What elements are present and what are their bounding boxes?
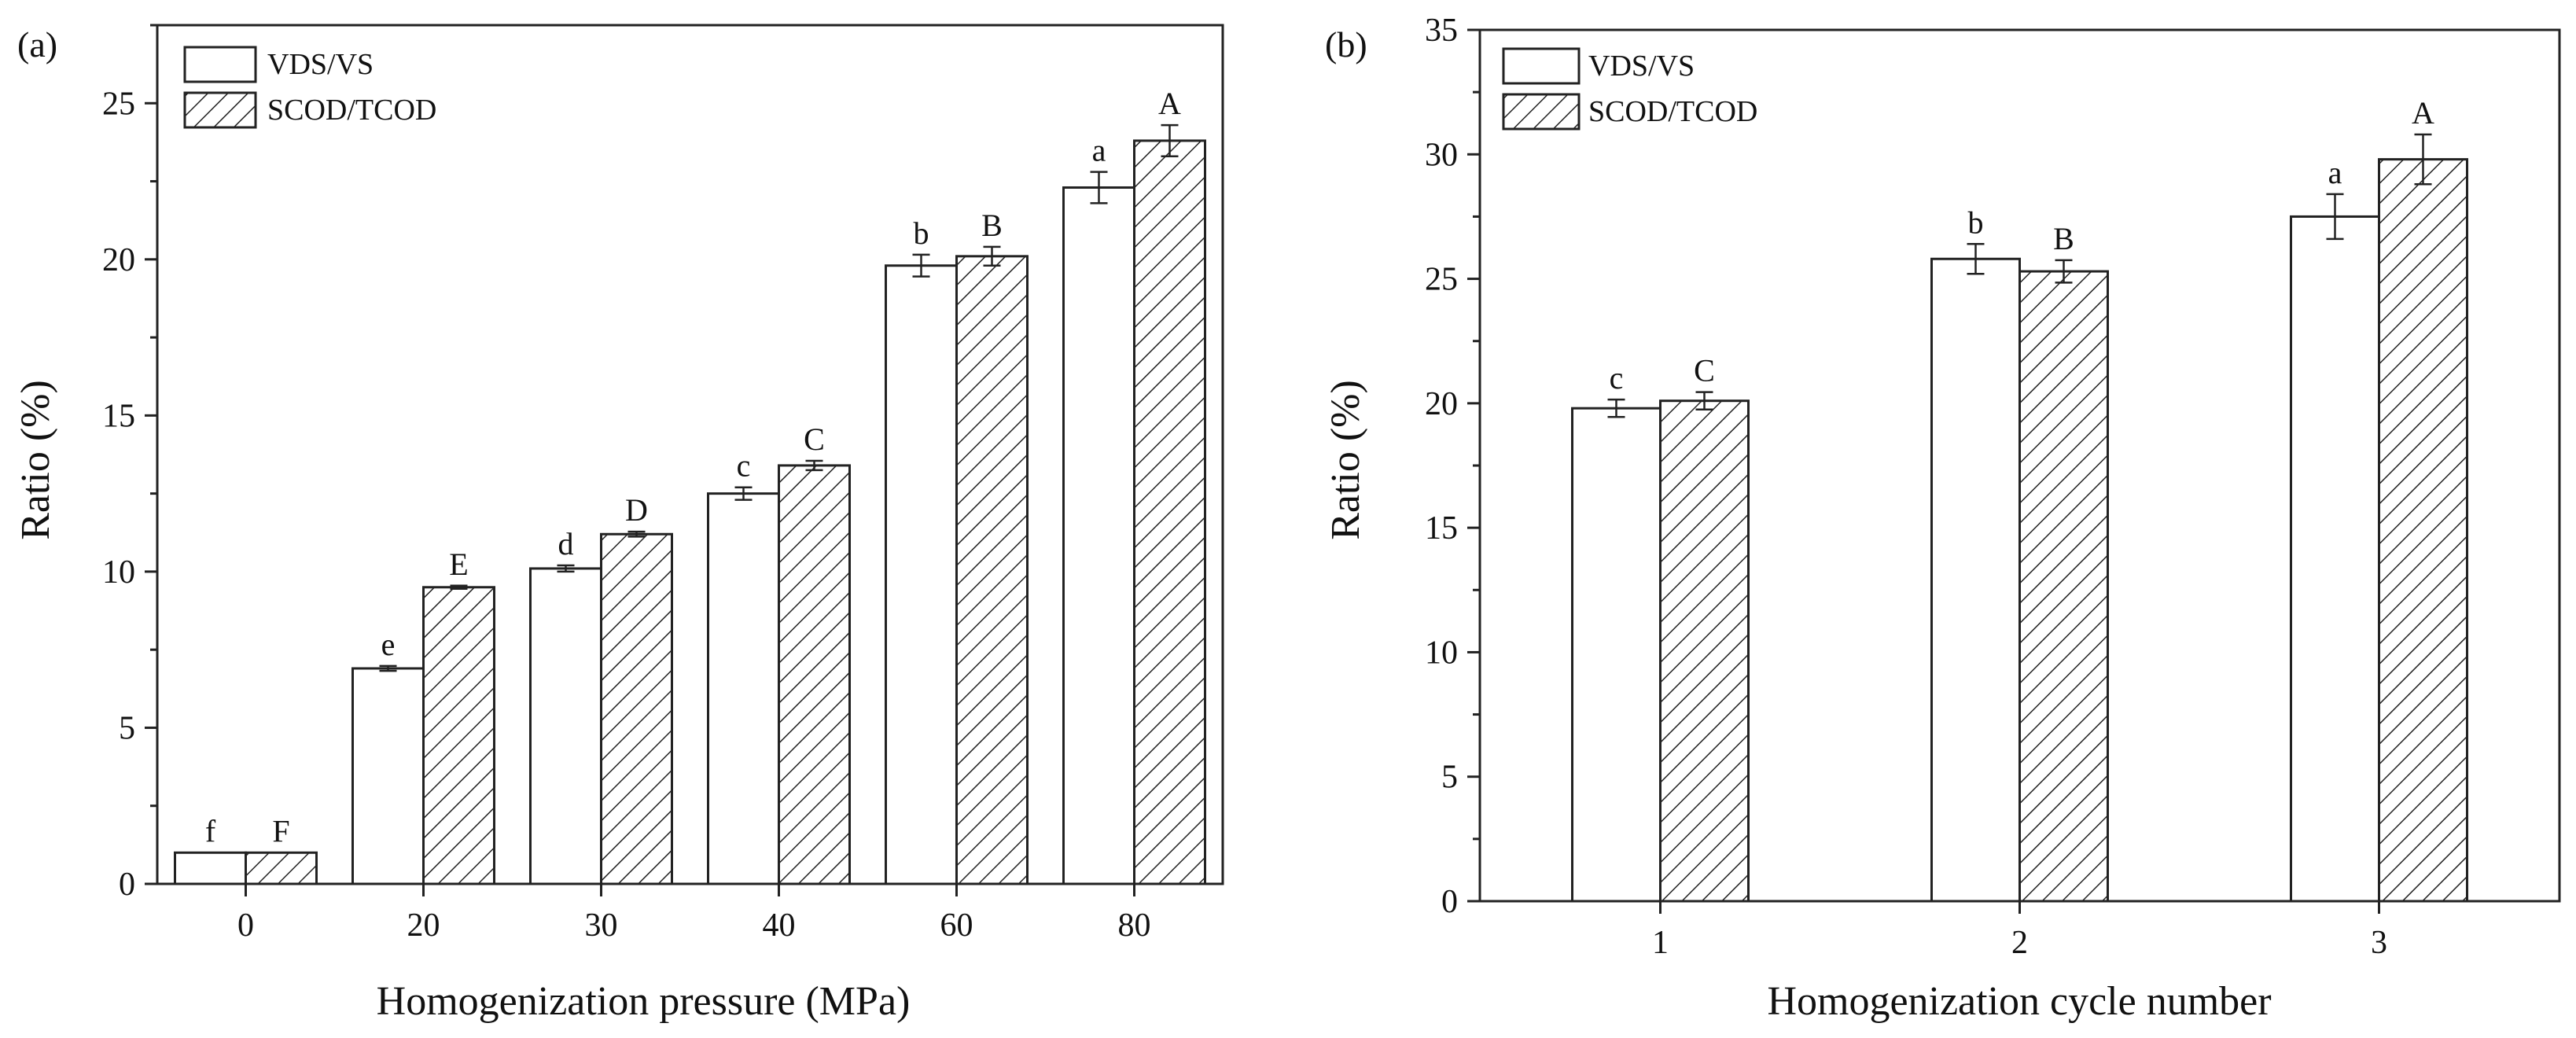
panel-b-bar-vds-vs [1571, 407, 1662, 903]
panel-a-legend-label: SCOD/TCOD [267, 94, 436, 127]
panel-a-plot-frame [156, 24, 1224, 885]
panel-a-legend-swatch-scod-tcod [183, 91, 257, 129]
panel-b-label: (b) [1325, 24, 1367, 64]
panel-a-significance-label: F [272, 813, 289, 848]
panel-a-significance-label: d [558, 526, 574, 561]
panel-a-y-tick-label: 10 [102, 554, 135, 591]
panel-a-plot: 0 5 10 15 20 25 0 f F 20 e E 30 d D 40 c C 60 b B 80 a A VDS/VS S… [102, 24, 1206, 944]
panel-b-x-tick-label: 2 [2011, 925, 2028, 961]
panel-b-y-tick-label: 30 [1425, 137, 1458, 173]
panel-a-significance-label: c [737, 448, 751, 484]
panel-b-legend-label: VDS/VS [1588, 50, 1695, 83]
panel-b-legend-swatch-vds-vs [1502, 47, 1581, 85]
panel-b-plot: 0 5 10 15 20 25 30 35 1 c C 2 b B 3 a A VDS/VS SCOD/TCOD [1425, 13, 2468, 961]
panel-b: (b) Ratio (%) Homogenization cycle numbe… [1323, 13, 2561, 1024]
panel-a-significance-label: e [381, 627, 396, 662]
panel-a-bar-vds-vs [1062, 186, 1135, 885]
panel-a-bar-scod-tcod [245, 851, 318, 885]
panel-a-significance-label: a [1092, 133, 1106, 168]
panel-a-bar-vds-vs [529, 567, 602, 885]
panel-a-x-tick-label: 0 [237, 907, 254, 944]
panel-b-significance-label: a [2328, 155, 2342, 190]
panel-a-significance-label: f [205, 813, 216, 848]
panel-b-bar-scod-tcod [1659, 399, 1750, 903]
panel-a-y-tick-label: 15 [102, 398, 135, 434]
panel-a-significance-label: D [625, 492, 648, 528]
panel-a-x-axis-title: Homogenization pressure (MPa) [377, 979, 911, 1024]
panel-b-x-axis-title: Homogenization cycle number [1767, 979, 2271, 1024]
panel-a-bar-scod-tcod [600, 532, 673, 885]
panel-b-significance-label: c [1610, 360, 1624, 396]
panel-a-y-axis-title: Ratio (%) [13, 380, 58, 540]
panel-a-bar-scod-tcod [955, 255, 1029, 885]
panel-b-significance-label: b [1968, 204, 1984, 240]
panel-b-x-tick-label: 1 [1652, 925, 1669, 961]
panel-a-x-tick-label: 40 [763, 907, 796, 944]
panel-a-x-tick-label: 80 [1118, 907, 1151, 944]
panel-a-significance-label: B [981, 208, 1003, 243]
panel-a-y-tick-label: 25 [102, 86, 135, 122]
panel-a-significance-label: C [804, 421, 825, 457]
panel-b-y-tick-label: 5 [1441, 760, 1458, 796]
panel-b-bar-scod-tcod [2018, 270, 2109, 903]
panel-a-significance-label: E [449, 547, 468, 582]
panel-a-bar-scod-tcod [778, 464, 851, 885]
panel-a-y-tick-label: 0 [119, 867, 135, 903]
panel-a-bar-vds-vs [885, 264, 958, 885]
panel-a-significance-label: A [1158, 86, 1181, 121]
panel-b-x-tick-label: 3 [2371, 925, 2387, 961]
panel-b-significance-label: B [2053, 221, 2074, 256]
panel-a: (a) Ratio (%) Homogenization pressure (M… [13, 24, 1224, 1024]
panel-a-x-tick-label: 30 [585, 907, 618, 944]
panel-a-legend-label: VDS/VS [267, 48, 374, 81]
panel-a-x-tick-label: 60 [940, 907, 973, 944]
panel-a-bar-vds-vs [707, 492, 780, 885]
panel-a-significance-label: b [914, 215, 929, 251]
panel-a-y-tick-label: 5 [119, 710, 135, 746]
panel-a-y-tick-label: 20 [102, 242, 135, 278]
panel-a-bar-scod-tcod [422, 586, 495, 885]
panel-a-x-tick-label: 20 [407, 907, 440, 944]
panel-b-plot-frame [1478, 28, 2561, 903]
panel-a-bar-vds-vs [351, 667, 425, 885]
panel-a-legend-swatch-vds-vs [183, 46, 257, 83]
panel-b-y-tick-label: 35 [1425, 13, 1458, 49]
panel-b-y-axis-title: Ratio (%) [1323, 380, 1368, 540]
panel-b-bar-vds-vs [1930, 257, 2021, 903]
panel-b-y-tick-label: 25 [1425, 262, 1458, 298]
panel-b-legend-label: SCOD/TCOD [1588, 95, 1757, 128]
panel-a-bar-scod-tcod [1133, 139, 1206, 885]
panel-b-bar-vds-vs [2290, 215, 2380, 903]
panel-a-label: (a) [17, 24, 57, 64]
panel-b-significance-label: C [1694, 353, 1715, 388]
panel-b-bar-scod-tcod [2378, 158, 2468, 903]
panel-b-y-tick-label: 10 [1425, 635, 1458, 671]
panel-b-y-tick-label: 0 [1441, 884, 1458, 920]
panel-a-bar-vds-vs [174, 851, 247, 885]
panel-b-y-tick-label: 15 [1425, 510, 1458, 547]
panel-b-legend-swatch-scod-tcod [1502, 93, 1581, 131]
panel-b-y-tick-label: 20 [1425, 386, 1458, 422]
panel-b-significance-label: A [2412, 95, 2434, 131]
